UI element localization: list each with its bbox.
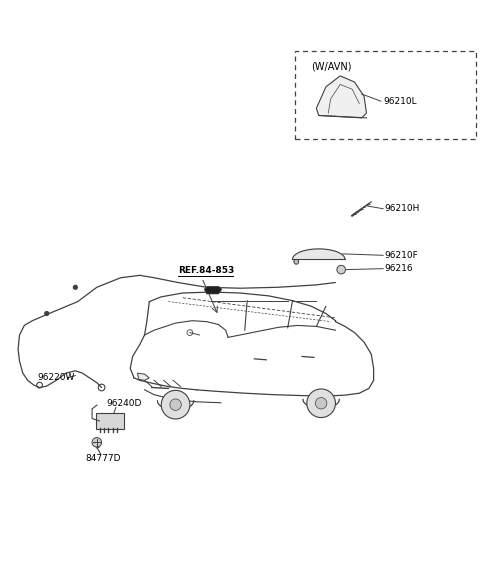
Text: (W/AVN): (W/AVN) [312, 62, 352, 72]
Circle shape [307, 389, 336, 418]
Text: 96216: 96216 [384, 264, 413, 273]
Polygon shape [204, 286, 222, 294]
Circle shape [337, 266, 346, 274]
Polygon shape [316, 76, 366, 118]
Circle shape [45, 312, 48, 315]
Circle shape [170, 399, 181, 410]
Circle shape [92, 438, 102, 447]
Bar [295, 51, 476, 140]
Text: 96220W: 96220W [37, 373, 74, 383]
Text: 96210L: 96210L [383, 97, 417, 106]
Text: REF.84-853: REF.84-853 [178, 266, 234, 275]
Text: 96210F: 96210F [384, 251, 419, 260]
Text: 84777D: 84777D [85, 454, 120, 463]
Polygon shape [292, 249, 345, 259]
Circle shape [294, 259, 299, 264]
Circle shape [73, 285, 77, 289]
Circle shape [315, 398, 327, 409]
Circle shape [161, 390, 190, 419]
FancyBboxPatch shape [96, 413, 124, 429]
Text: 96240D: 96240D [107, 398, 142, 407]
Text: 96210H: 96210H [384, 205, 420, 213]
Polygon shape [137, 373, 149, 380]
